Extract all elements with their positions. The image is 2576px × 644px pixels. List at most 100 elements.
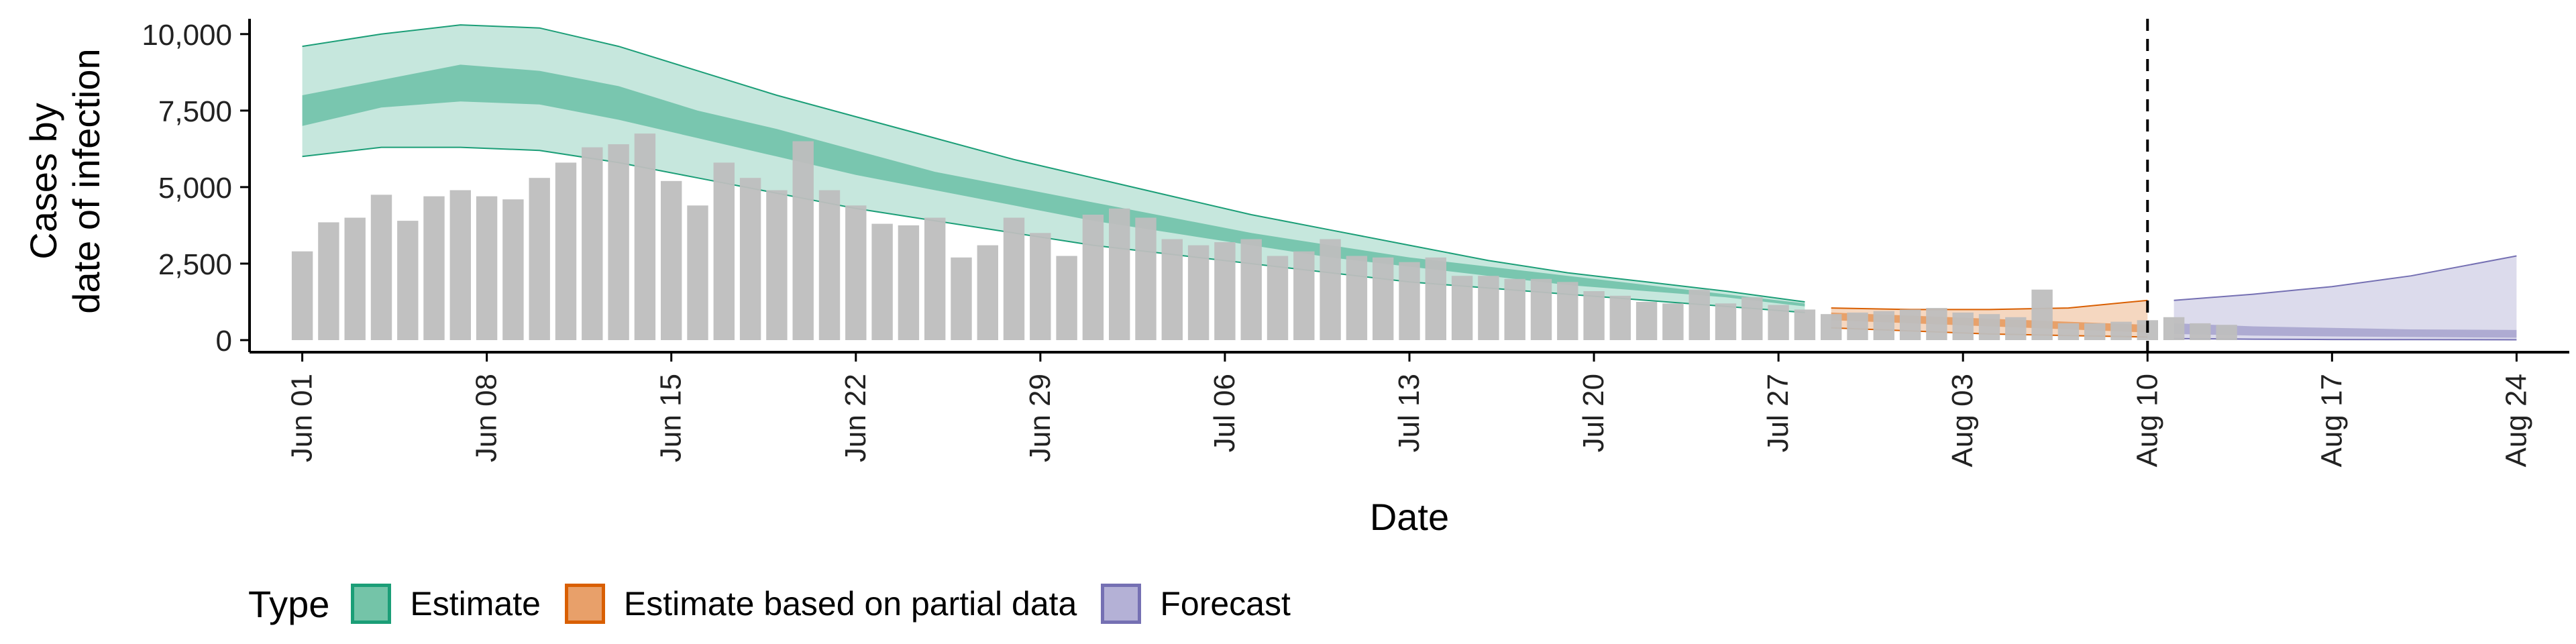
forecast-band-50 xyxy=(2174,323,2517,338)
observed-bar xyxy=(344,217,366,340)
legend: Type Estimate Estimate based on partial … xyxy=(248,577,1315,631)
observed-bar xyxy=(1240,239,1262,340)
observed-bar xyxy=(1267,256,1289,340)
observed-bar xyxy=(1478,276,1499,340)
observed-bar xyxy=(951,257,972,340)
observed-bar xyxy=(1926,308,1947,340)
observed-bar xyxy=(1187,245,1210,340)
estimate-band-50 xyxy=(302,64,1805,307)
observed-bar xyxy=(1741,297,1763,340)
observed-bar xyxy=(1451,276,1473,340)
observed-bar xyxy=(608,144,629,340)
observed-bar xyxy=(1135,217,1157,340)
observed-bar xyxy=(2005,317,2027,340)
legend-label-forecast: Forecast xyxy=(1160,585,1291,623)
observed-bar xyxy=(1530,278,1552,340)
x-tick-label: Jun 01 xyxy=(286,374,319,462)
observed-bar xyxy=(1373,257,1394,340)
observed-bar xyxy=(818,190,841,340)
observed-bar xyxy=(1293,251,1315,340)
estimate-lower-line xyxy=(302,146,1805,313)
observed-bar xyxy=(1847,312,1868,340)
observed-bar xyxy=(739,178,761,340)
observed-bar xyxy=(1320,239,1341,340)
observed-bar xyxy=(2084,323,2106,340)
x-tick-label: Aug 17 xyxy=(2315,374,2348,467)
observed-bar xyxy=(1821,314,1842,340)
legend-key-forecast xyxy=(1101,584,1142,624)
y-tick-label: 0 xyxy=(216,325,232,358)
observed-bar xyxy=(1583,291,1605,340)
x-tick-label: Aug 10 xyxy=(2131,374,2163,467)
x-tick-label: Jul 20 xyxy=(1577,374,1610,452)
observed-bar xyxy=(1504,278,1525,340)
y-tick-label: 2,500 xyxy=(158,248,232,281)
observed-bar xyxy=(898,225,920,340)
observed-bar xyxy=(1056,256,1077,340)
observed-bar xyxy=(2216,325,2237,340)
observed-bar xyxy=(1768,305,1789,340)
observed-bar xyxy=(1030,233,1051,340)
observed-bar xyxy=(1952,312,1974,340)
legend-title: Type xyxy=(248,582,330,625)
observed-bar xyxy=(397,221,419,340)
y-tick-label: 7,500 xyxy=(158,95,232,128)
partial-upper-line xyxy=(1831,299,2148,311)
axis-labels: 0 2,500 5,000 7,500 10,000 Jun 01 Jun 08 Jun 15… xyxy=(22,19,2532,538)
observed-bar xyxy=(1003,217,1025,340)
observed-bar xyxy=(1899,309,1921,340)
observed-bar xyxy=(449,190,471,340)
observed-bar xyxy=(924,217,946,340)
forecast-band-90 xyxy=(2174,256,2517,340)
observed-bar xyxy=(1635,302,1658,340)
legend-key-estimate xyxy=(351,584,392,624)
observed-bar xyxy=(1214,242,1236,340)
observed-bar xyxy=(1715,303,1737,340)
observed-bar xyxy=(370,195,392,340)
x-tick-label: Jun 29 xyxy=(1024,374,1057,462)
observed-bar xyxy=(529,178,550,340)
x-axis-title: Date xyxy=(1370,496,1449,538)
observed-bar xyxy=(1399,262,1420,340)
observed-bar xyxy=(1082,215,1104,340)
observed-bar xyxy=(1688,289,1710,340)
observed-bar xyxy=(2031,289,2053,340)
observed-bar xyxy=(2163,317,2185,340)
observed-bar xyxy=(766,190,788,340)
observed-bar xyxy=(1873,311,1894,340)
x-tick-label: Aug 03 xyxy=(1946,374,1979,467)
observed-bar xyxy=(502,199,524,340)
observed-bar xyxy=(1109,208,1130,340)
y-tick-label: 10,000 xyxy=(142,19,232,52)
observed-bar xyxy=(1425,257,1446,340)
observed-bar xyxy=(2110,321,2132,340)
y-tick-label: 5,000 xyxy=(158,172,232,205)
legend-item-forecast: Forecast xyxy=(1101,584,1291,624)
axes xyxy=(240,19,2569,362)
observed-bar xyxy=(792,141,814,340)
x-tick-label: Jun 15 xyxy=(655,374,688,462)
x-tick-label: Aug 24 xyxy=(2500,374,2532,467)
observed-bar xyxy=(1161,239,1183,340)
observed-bar xyxy=(687,205,708,340)
observed-bar xyxy=(2190,323,2211,340)
x-tick-label: Jul 27 xyxy=(1762,374,1794,452)
observed-bar xyxy=(977,245,998,340)
y-axis-title-line: date of infection xyxy=(65,48,107,313)
observed-bar xyxy=(845,205,867,340)
legend-label-partial: Estimate based on partial data xyxy=(623,585,1077,623)
x-tick-label: Jul 13 xyxy=(1393,374,1426,452)
observed-bar xyxy=(1346,256,1368,340)
legend-item-estimate: Estimate xyxy=(351,584,541,624)
observed-bar xyxy=(634,133,656,340)
x-tick-label: Jun 22 xyxy=(839,374,872,462)
forecast-upper-line xyxy=(2174,255,2517,301)
y-axis-title: Cases bydate of infection xyxy=(22,48,107,313)
observed-bar xyxy=(713,162,735,340)
legend-label-estimate: Estimate xyxy=(410,585,541,623)
observed-bar xyxy=(1978,314,2000,340)
observed-bar xyxy=(555,162,577,340)
observed-cases-bars xyxy=(291,133,2237,340)
observed-bar xyxy=(291,251,313,340)
observed-bar xyxy=(582,147,603,340)
